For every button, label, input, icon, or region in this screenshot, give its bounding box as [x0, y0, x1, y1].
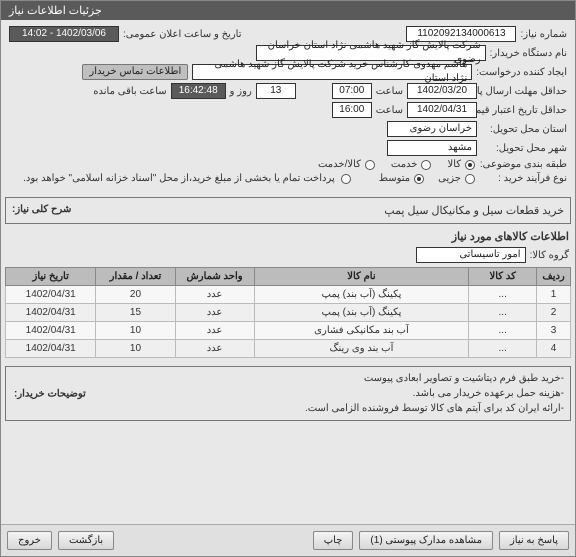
print-button[interactable]: چاپ [313, 531, 354, 550]
radio-motavaset[interactable] [414, 174, 424, 184]
table-cell: 1402/04/31 [6, 304, 96, 322]
table-cell: 2 [537, 304, 571, 322]
table-cell: 1402/04/31 [6, 340, 96, 358]
label-validity: حداقل تاریخ اعتبار قیمت: تا تاریخ: [481, 105, 567, 116]
table-cell: آب بند مکانیکی فشاری [254, 322, 469, 340]
label-category: طبقه بندی موضوعی: [481, 159, 567, 170]
table-cell: 15 [96, 304, 175, 322]
table-cell: پکینگ (آب بند) پمپ [254, 304, 469, 322]
table-cell: ... [469, 304, 537, 322]
button-bar: پاسخ به نیاز مشاهده مدارک پیوستی (1) چاپ… [1, 524, 575, 556]
table-col-header: واحد شمارش [175, 268, 254, 286]
table-cell: 1402/04/31 [6, 322, 96, 340]
label-requester: ایجاد کننده درخواست: [476, 67, 567, 78]
contact-info-button[interactable]: اطلاعات تماس خریدار [82, 64, 188, 80]
field-goods-group: امور تاسیساتی [416, 247, 526, 263]
label-goods-group: گروه کالا: [530, 250, 569, 261]
field-city: مشهد [387, 140, 477, 156]
radio-label-khadamat: خدمت [391, 159, 418, 170]
radio-jozi[interactable] [465, 174, 475, 184]
radio-payment[interactable] [341, 174, 351, 184]
field-validity-time: 16:00 [332, 102, 372, 118]
table-body: 1...پکینگ (آب بند) پمپعدد201402/04/312..… [6, 286, 571, 358]
back-button[interactable]: بازگشت [58, 531, 114, 550]
table-col-header: کد کالا [469, 268, 537, 286]
label-need-no: شماره نیاز: [520, 29, 567, 40]
table-col-header: تعداد / مقدار [96, 268, 175, 286]
buyer-note-line: -هزینه حمل برعهده خریدار می باشد. [92, 386, 564, 401]
table-col-header: نام کالا [254, 268, 469, 286]
radio-label-jozi: جزیی [438, 173, 461, 184]
summary-box: خرید قطعات سیل و مکانیکال سیل پمپ شرح کل… [5, 197, 571, 224]
buyer-note-line: -ارائه ایران کد برای آیتم های کالا توسط … [92, 401, 564, 416]
label-deadline: حداقل مهلت ارسال پاسخ: تا تاریخ: [481, 86, 567, 97]
radio-khadamat[interactable] [421, 160, 431, 170]
items-table-wrap: ردیفکد کالانام کالاواحد شمارشتعداد / مقد… [5, 267, 571, 358]
table-cell: 4 [537, 340, 571, 358]
radio-group-category: کالا خدمت کالا/خدمت [318, 159, 477, 170]
table-cell: ... [469, 286, 537, 304]
field-countdown: 16:42:48 [171, 83, 226, 99]
field-validity-date: 1402/04/31 [407, 102, 477, 118]
table-row[interactable]: 4...آب بند وی رینگعدد101402/04/31 [6, 340, 571, 358]
table-row[interactable]: 1...پکینگ (آب بند) پمپعدد201402/04/31 [6, 286, 571, 304]
label-summary: شرح کلی نیاز: [12, 204, 71, 217]
label-remain: ساعت باقی مانده [93, 86, 166, 97]
label-buyer-org: نام دستگاه خریدار: [490, 48, 567, 59]
exit-button[interactable]: خروج [7, 531, 52, 550]
label-province: استان محل تحویل: [481, 124, 567, 135]
label-rooz: روز و [230, 86, 252, 97]
label-announce-dt: تاریخ و ساعت اعلان عمومی: [123, 29, 242, 40]
form-area: شماره نیاز: 1102092134000613 تاریخ و ساع… [1, 20, 575, 191]
table-row[interactable]: 3...آب بند مکانیکی فشاریعدد101402/04/31 [6, 322, 571, 340]
table-cell: پکینگ (آب بند) پمپ [254, 286, 469, 304]
table-cell: 20 [96, 286, 175, 304]
buyer-note-line: -خرید طبق فرم دیتاشیت و تصاویر ابعادی پی… [92, 371, 564, 386]
table-cell: ... [469, 322, 537, 340]
attachments-button[interactable]: مشاهده مدارک پیوستی (1) [359, 531, 493, 550]
items-table: ردیفکد کالانام کالاواحد شمارشتعداد / مقد… [5, 267, 571, 358]
table-cell: 1 [537, 286, 571, 304]
radio-group-buytype: جزیی متوسط [379, 173, 477, 184]
radio-label-kala: کالا [447, 159, 461, 170]
label-buy-type: نوع فرآیند خرید : [481, 173, 567, 184]
table-cell: 10 [96, 340, 175, 358]
table-cell: 1402/04/31 [6, 286, 96, 304]
titlebar: جزئیات اطلاعات نیاز [1, 1, 575, 20]
radio-label-motavaset: متوسط [379, 173, 410, 184]
radio-kalakhadamat[interactable] [365, 160, 375, 170]
label-payment: پرداخت تمام یا بخشی از مبلغ خرید،از محل … [23, 173, 335, 184]
titlebar-text: جزئیات اطلاعات نیاز [9, 4, 102, 17]
table-col-header: تاریخ نیاز [6, 268, 96, 286]
field-deadline-time: 07:00 [332, 83, 372, 99]
field-province: خراسان رضوی [387, 121, 477, 137]
field-announce-dt: 1402/03/06 - 14:02 [9, 26, 119, 42]
table-cell: آب بند وی رینگ [254, 340, 469, 358]
items-section-title: اطلاعات کالاهای مورد نیاز [7, 230, 569, 243]
table-cell: ... [469, 340, 537, 358]
table-cell: عدد [175, 322, 254, 340]
label-saat-2: ساعت [376, 105, 403, 116]
table-cell: 3 [537, 322, 571, 340]
table-header-row: ردیفکد کالانام کالاواحد شمارشتعداد / مقد… [6, 268, 571, 286]
summary-text: خرید قطعات سیل و مکانیکال سیل پمپ [81, 204, 564, 217]
table-cell: 10 [96, 322, 175, 340]
respond-button[interactable]: پاسخ به نیاز [499, 531, 569, 550]
field-deadline-date: 1402/03/20 [407, 83, 477, 99]
field-deadline-days: 13 [256, 83, 296, 99]
radio-label-kalakhadamat: کالا/خدمت [318, 159, 361, 170]
label-saat-1: ساعت [376, 86, 403, 97]
table-cell: عدد [175, 340, 254, 358]
table-cell: عدد [175, 286, 254, 304]
label-city: شهر محل تحویل: [481, 143, 567, 154]
table-row[interactable]: 2...پکینگ (آب بند) پمپعدد151402/04/31 [6, 304, 571, 322]
table-col-header: ردیف [537, 268, 571, 286]
label-buyer-notes: توضیحات خریدار: [10, 386, 86, 401]
buyer-notes-box: -خرید طبق فرم دیتاشیت و تصاویر ابعادی پی… [5, 366, 571, 421]
field-requester: هاشم مهدوی کارشناس خرید شرکت پالایش گاز … [192, 64, 472, 80]
radio-kala[interactable] [465, 160, 475, 170]
window-frame: جزئیات اطلاعات نیاز شماره نیاز: 11020921… [0, 0, 576, 557]
table-cell: عدد [175, 304, 254, 322]
